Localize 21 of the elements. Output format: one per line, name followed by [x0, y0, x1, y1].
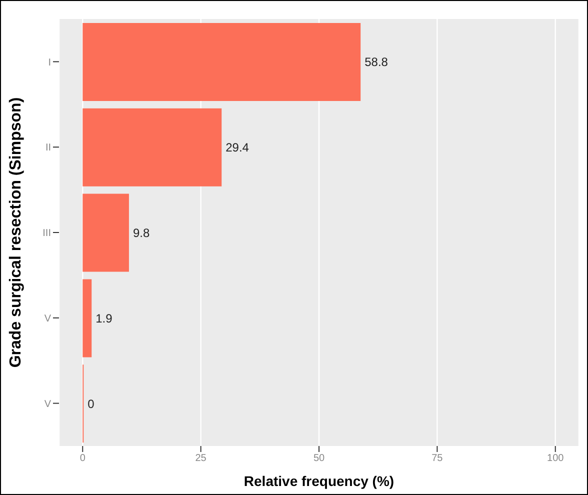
x-tick-label: 25 — [195, 453, 207, 464]
bar — [82, 194, 129, 272]
x-tick-label: 100 — [547, 453, 564, 464]
y-tick-label: III — [42, 228, 51, 240]
data-label: 0 — [88, 396, 95, 411]
x-axis-title: Relative frequency (%) — [244, 473, 394, 489]
x-tick-label: 0 — [80, 453, 86, 464]
data-label: 58.8 — [364, 55, 388, 70]
bar — [82, 23, 361, 101]
data-label: 29.4 — [226, 140, 250, 155]
y-tick-label: II — [45, 142, 51, 154]
data-label: 9.8 — [132, 226, 150, 240]
data-label: 1.9 — [96, 311, 113, 326]
x-tick-label: 50 — [313, 453, 325, 464]
bar — [82, 108, 222, 186]
x-tick-label: 75 — [432, 453, 444, 464]
y-tick-label: I — [48, 57, 51, 68]
bar — [82, 279, 92, 358]
y-tick-label: V — [44, 313, 52, 324]
y-tick-label: V — [44, 398, 52, 410]
y-axis-title: Grade surgical resection (Simpson) — [8, 97, 25, 368]
